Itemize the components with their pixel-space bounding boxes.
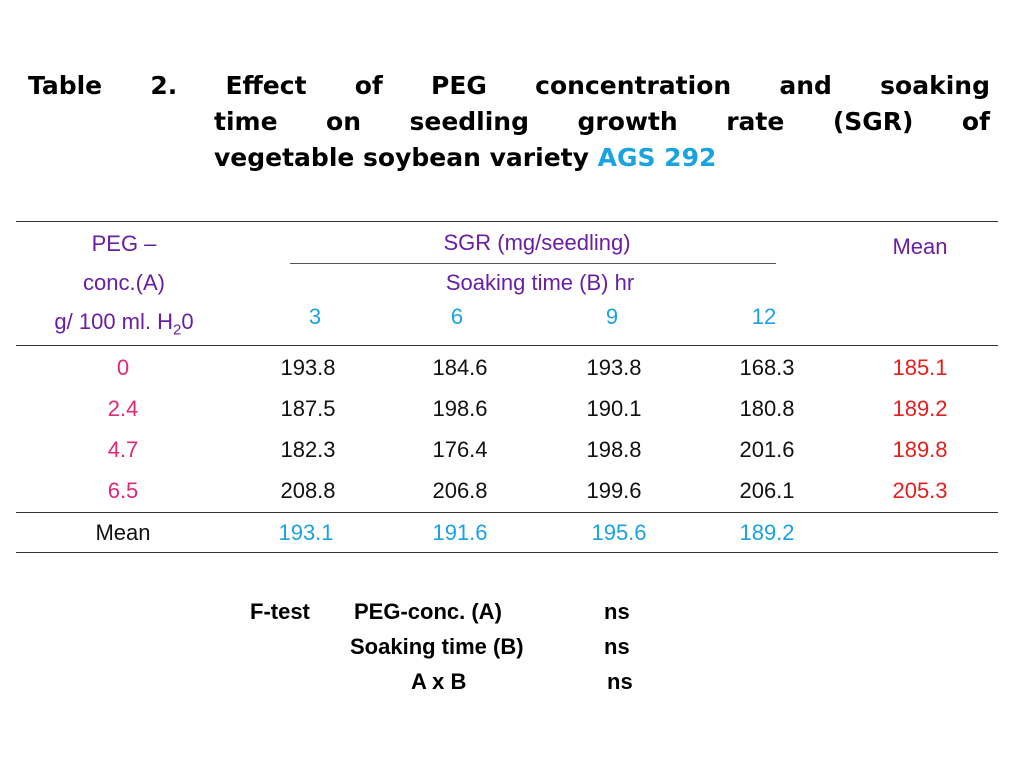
f-test-factor: PEG-conc. (A) [354,599,502,624]
value-cell: 187.5 [280,396,336,421]
peg-header-line-3: g/ 100 ml. H20 [54,309,193,343]
peg-header-line-2: conc.(A) [83,270,165,295]
table-title: Table 2. Effect of PEG concentration and… [28,68,990,176]
value-cell: 198.8 [586,437,642,462]
title-line-3: vegetable soybean variety AGS 292 [28,140,990,176]
value-cell: 180.8 [739,396,795,421]
value-cell: 184.6 [432,355,488,380]
f-test-box: F-test PEG-conc. (A) ns Soaking time (B)… [232,590,656,704]
column-mean-cell: 195.6 [591,520,647,545]
column-mean-cell: 191.6 [432,520,488,545]
value-cell: 208.8 [280,478,336,503]
peg-header-line-1: PEG – [91,231,157,256]
conc-cell: 6.5 [107,478,139,503]
row-mean-cell: 189.2 [892,396,948,421]
title-line-3-text: vegetable soybean variety [214,143,598,172]
value-cell: 198.6 [432,396,488,421]
soaking-time-6: 6 [450,304,464,329]
table-bottom-rule [16,552,998,553]
f-test-result: ns [604,599,630,624]
soaking-time-12: 12 [751,304,777,329]
value-cell: 182.3 [280,437,336,462]
row-mean-cell: 185.1 [892,355,948,380]
table-top-rule [16,221,998,222]
row-mean-cell: 189.8 [892,437,948,462]
title-variety: AGS 292 [597,143,717,172]
value-cell: 206.1 [739,478,795,503]
peg-unit-subscript: 2 [173,321,182,339]
f-test-factor: A x B [411,669,467,694]
value-cell: 190.1 [586,396,642,421]
peg-unit-suffix: 0 [181,309,194,334]
soaking-header: Soaking time (B) hr [445,270,635,295]
mean-header: Mean [892,234,948,259]
sgr-underline [290,263,776,264]
value-cell: 206.8 [432,478,488,503]
row-mean-cell: 205.3 [892,478,948,503]
mean-row-label: Mean [95,520,151,545]
conc-cell: 4.7 [107,437,139,462]
value-cell: 193.8 [280,355,336,380]
value-cell: 176.4 [432,437,488,462]
conc-cell: 2.4 [107,396,139,421]
title-line-2: time on seedling growth rate (SGR) of [214,107,990,136]
sgr-header: SGR (mg/seedling) [443,230,631,255]
value-cell: 199.6 [586,478,642,503]
value-cell: 168.3 [739,355,795,380]
peg-unit-text: g/ 100 ml. H [54,309,174,334]
f-test-result: ns [604,634,630,659]
conc-cell: 0 [116,355,130,380]
value-cell: 193.8 [586,355,642,380]
f-test-result: ns [607,669,633,694]
value-cell: 201.6 [739,437,795,462]
soaking-time-9: 9 [605,304,619,329]
title-line-1: Table 2. Effect of PEG concentration and… [28,71,990,100]
header-bottom-rule [16,345,998,346]
soaking-time-3: 3 [308,304,322,329]
body-bottom-rule [16,512,998,513]
column-mean-cell: 193.1 [278,520,334,545]
column-mean-cell: 189.2 [739,520,795,545]
f-test-factor: Soaking time (B) [350,634,524,659]
f-test-label: F-test [250,599,310,624]
